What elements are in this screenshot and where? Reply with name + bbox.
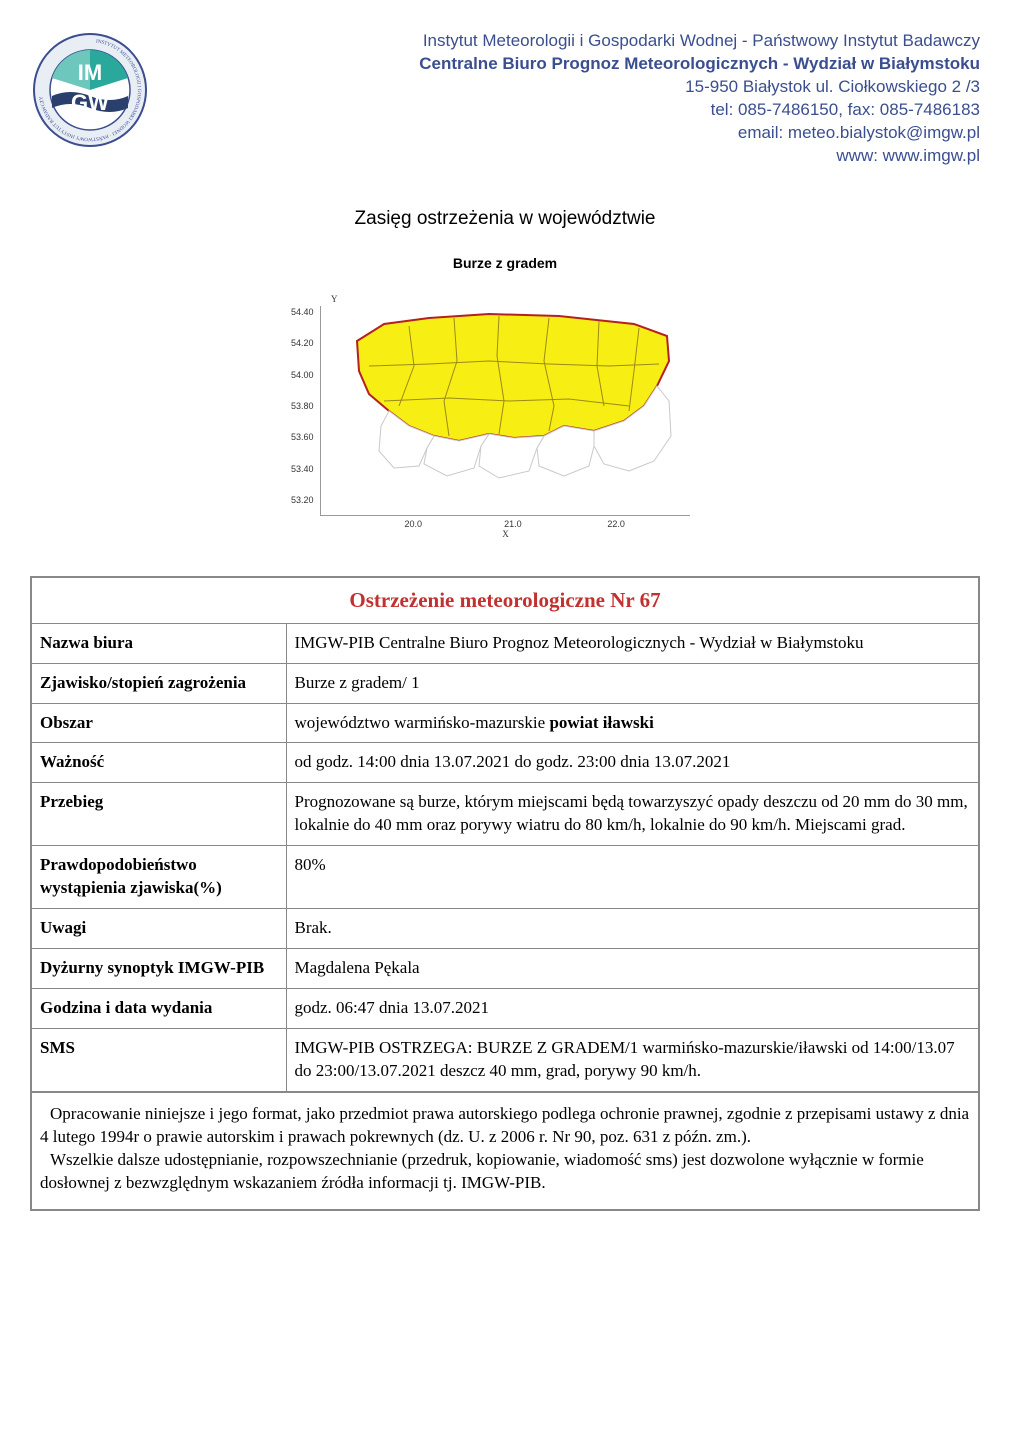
section-subtitle: Burze z gradem [30, 255, 980, 271]
value-uwagi: Brak. [286, 909, 979, 949]
table-row: Godzina i data wydania godz. 06:47 dnia … [31, 989, 979, 1029]
table-row: Przebieg Prognozowane są burze, którym m… [31, 783, 979, 846]
footnote: Opracowanie niniejsze i jego format, jak… [30, 1093, 980, 1211]
label-synoptyk: Dyżurny synoptyk IMGW-PIB [31, 949, 286, 989]
label-zjawisko: Zjawisko/stopień zagrożenia [31, 663, 286, 703]
map-svg [339, 306, 679, 496]
map-ytick: 53.60 [291, 432, 314, 442]
footnote-p1: Opracowanie niniejsze i jego format, jak… [40, 1103, 970, 1149]
label-uwagi: Uwagi [31, 909, 286, 949]
map-ytick: 54.20 [291, 338, 314, 348]
value-godzina: godz. 06:47 dnia 13.07.2021 [286, 989, 979, 1029]
label-przebieg: Przebieg [31, 783, 286, 846]
map-xtick: 20.0 [404, 519, 422, 529]
map-container: Y 54.40 54.20 54.00 53.80 53.60 53.40 53… [30, 306, 980, 516]
warning-title: Ostrzeżenie meteorologiczne Nr 67 [31, 577, 979, 624]
obszar-prefix: województwo warmińsko-mazurskie [295, 713, 550, 732]
table-row: Dyżurny synoptyk IMGW-PIB Magdalena Pęka… [31, 949, 979, 989]
value-przebieg: Prognozowane są burze, którym miejscami … [286, 783, 979, 846]
value-sms: IMGW-PIB OSTRZEGA: BURZE Z GRADEM/1 warm… [286, 1028, 979, 1091]
label-prawdopodobienstwo: Prawdopodobieństwo wystąpienia zjawiska(… [31, 846, 286, 909]
label-sms: SMS [31, 1028, 286, 1091]
value-zjawisko: Burze z gradem/ 1 [286, 663, 979, 703]
header-line-6: www: www.imgw.pl [419, 145, 980, 168]
header-line-5: email: meteo.bialystok@imgw.pl [419, 122, 980, 145]
table-row: Obszar województwo warmińsko-mazurskie p… [31, 703, 979, 743]
table-row: SMS IMGW-PIB OSTRZEGA: BURZE Z GRADEM/1 … [31, 1028, 979, 1091]
label-waznosc: Ważność [31, 743, 286, 783]
table-row: Zjawisko/stopień zagrożenia Burze z grad… [31, 663, 979, 703]
imgw-logo: IM GW INSTYTUT METEOROLOGII I GOSPODARKI… [30, 30, 150, 150]
page: IM GW INSTYTUT METEOROLOGII I GOSPODARKI… [0, 0, 1010, 1251]
map-plot: Y 54.40 54.20 54.00 53.80 53.60 53.40 53… [320, 306, 690, 516]
header-line-4: tel: 085-7486150, fax: 085-7486183 [419, 99, 980, 122]
map-y-axis-label: Y [331, 294, 338, 304]
table-row: Prawdopodobieństwo wystąpienia zjawiska(… [31, 846, 979, 909]
map-xtick: 21.0 [504, 519, 522, 529]
label-godzina: Godzina i data wydania [31, 989, 286, 1029]
value-nazwa-biura: IMGW-PIB Centralne Biuro Prognoz Meteoro… [286, 623, 979, 663]
map-xtick: 22.0 [607, 519, 625, 529]
svg-text:IM: IM [78, 60, 102, 85]
map-ytick: 53.40 [291, 464, 314, 474]
header-line-2: Centralne Biuro Prognoz Meteorologicznyc… [419, 53, 980, 76]
header-line-1: Instytut Meteorologii i Gospodarki Wodne… [419, 30, 980, 53]
map-ytick: 54.00 [291, 370, 314, 380]
header: IM GW INSTYTUT METEOROLOGII I GOSPODARKI… [30, 30, 980, 168]
map-ytick: 54.40 [291, 307, 314, 317]
value-synoptyk: Magdalena Pękala [286, 949, 979, 989]
obszar-bold: powiat iławski [549, 713, 653, 732]
value-prawdopodobienstwo: 80% [286, 846, 979, 909]
label-nazwa-biura: Nazwa biura [31, 623, 286, 663]
header-text-block: Instytut Meteorologii i Gospodarki Wodne… [419, 30, 980, 168]
value-obszar: województwo warmińsko-mazurskie powiat i… [286, 703, 979, 743]
warning-table: Ostrzeżenie meteorologiczne Nr 67 Nazwa … [30, 576, 980, 1093]
svg-text:GW: GW [71, 90, 109, 115]
value-waznosc: od godz. 14:00 dnia 13.07.2021 do godz. … [286, 743, 979, 783]
section-title: Zasięg ostrzeżenia w województwie [30, 208, 980, 230]
table-row: Uwagi Brak. [31, 909, 979, 949]
footnote-p2: Wszelkie dalsze udostępnianie, rozpowsze… [40, 1149, 970, 1195]
header-line-3: 15-950 Białystok ul. Ciołkowskiego 2 /3 [419, 76, 980, 99]
map-ytick: 53.80 [291, 401, 314, 411]
map-x-axis-label: X [502, 529, 509, 539]
map-ytick: 53.20 [291, 495, 314, 505]
table-row: Nazwa biura IMGW-PIB Centralne Biuro Pro… [31, 623, 979, 663]
table-row: Ważność od godz. 14:00 dnia 13.07.2021 d… [31, 743, 979, 783]
label-obszar: Obszar [31, 703, 286, 743]
